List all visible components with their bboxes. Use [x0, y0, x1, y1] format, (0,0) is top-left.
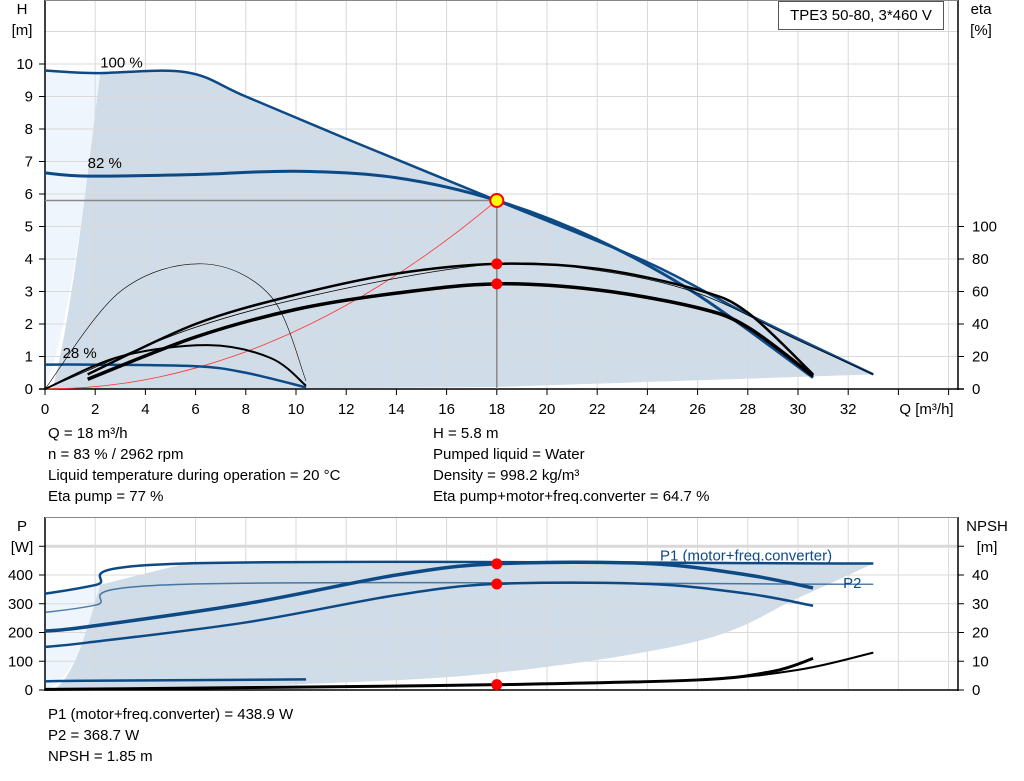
y-tick-label: 3 [25, 284, 33, 301]
speed-label: 28 % [63, 345, 97, 362]
npsh-axis-label: NPSH [966, 518, 1008, 535]
low-flow-region [45, 70, 101, 389]
npsh-max-curve [44, 651, 874, 691]
x-tick-label: 22 [589, 401, 606, 418]
duty-point-power [491, 558, 503, 570]
y-tick-label: 9 [25, 89, 33, 106]
y-tick-label: 4 [25, 251, 33, 268]
eta-pump-curve [87, 262, 814, 376]
operating-range-region-power [52, 563, 874, 690]
x-tick-label: 30 [790, 401, 807, 418]
p2-series-label: P2 [843, 575, 861, 592]
p-tick-label: 400 [8, 567, 33, 584]
pump-title-box: TPE3 50-80, 3*460 V [778, 1, 944, 30]
x-tick-label: 26 [689, 401, 706, 418]
p2-curve [44, 581, 814, 649]
speed-82-curve [44, 169, 814, 379]
npsh-tick-label: 30 [972, 596, 989, 613]
x-tick-label: 12 [338, 401, 355, 418]
p-axis-label: P [17, 518, 27, 535]
x-tick-label: 20 [539, 401, 556, 418]
duty-point-npsh [491, 679, 503, 691]
y-tick-label: 2 [25, 316, 33, 333]
x-tick-label: 24 [639, 401, 656, 418]
p-tick-label: 100 [8, 653, 33, 670]
x-tick-label: 32 [840, 401, 857, 418]
x-tick-label: 14 [388, 401, 405, 418]
speed-label: 82 % [88, 155, 122, 172]
npsh-axis-unit: [m] [977, 539, 998, 556]
duty-point-eta [491, 278, 503, 290]
info-eta-total: Eta pump+motor+freq.converter = 64.7 % [433, 488, 710, 505]
y2-tick-label: 80 [972, 251, 989, 268]
power-info: P1 (motor+freq.converter) = 438.9 W P2 =… [48, 704, 293, 767]
p1-max-curve [44, 560, 874, 595]
duty-point-head [489, 193, 505, 208]
operating-range-region [52, 70, 874, 389]
x-tick-label: 0 [41, 401, 49, 418]
y2-tick-label: 20 [972, 349, 989, 366]
info-liquid: Pumped liquid = Water [433, 446, 585, 463]
speed-28-curve [44, 363, 307, 389]
p-tick-label: 0 [25, 682, 33, 699]
y-tick-label: 8 [25, 121, 33, 138]
info-p2: P2 = 368.7 W [48, 727, 140, 744]
eta-28-curve [44, 344, 307, 390]
duty-point-power [491, 578, 503, 590]
duty-info-right: H = 5.8 m Pumped liquid = Water Density … [433, 423, 709, 507]
npsh-tick-label: 0 [972, 682, 980, 699]
info-density: Density = 998.2 kg/m³ [433, 467, 580, 484]
y2-tick-label: 0 [972, 381, 980, 398]
info-speed: n = 83 % / 2962 rpm [48, 446, 184, 463]
x-tick-label: 8 [242, 401, 250, 418]
y-tick-label: 5 [25, 219, 33, 236]
info-temperature: Liquid temperature during operation = 20… [48, 467, 341, 484]
speed-label: 100 % [100, 54, 143, 71]
info-flow: Q = 18 m³/h [48, 425, 128, 442]
x-tick-label: 28 [739, 401, 756, 418]
info-eta-pump: Eta pump = 77 % [48, 488, 164, 505]
y2-tick-label: 100 [972, 219, 997, 236]
x-tick-label: 18 [488, 401, 505, 418]
p-axis-unit: [W] [11, 539, 34, 556]
duty-point-eta [491, 258, 503, 270]
npsh-tick-label: 40 [972, 567, 989, 584]
eta-28-max-curve [44, 263, 307, 390]
y-tick-label: 1 [25, 349, 33, 366]
duty-info-left: Q = 18 m³/h n = 83 % / 2962 rpm Liquid t… [48, 423, 340, 507]
info-npsh: NPSH = 1.85 m [48, 748, 153, 765]
info-p1: P1 (motor+freq.converter) = 438.9 W [48, 706, 294, 723]
p-tick-label: 300 [8, 596, 33, 613]
info-head: H = 5.8 m [433, 425, 499, 442]
p1-curve [44, 560, 814, 633]
x-axis-label: Q [m³/h] [899, 401, 953, 418]
y2-axis-label: eta [971, 1, 993, 18]
p2-max-curve [44, 581, 874, 614]
x-tick-label: 4 [141, 401, 149, 418]
y-axis-label: H [17, 1, 28, 18]
y-tick-label: 10 [16, 56, 33, 73]
y-tick-label: 6 [25, 186, 33, 203]
y2-tick-label: 40 [972, 316, 989, 333]
y-axis-unit: [m] [12, 22, 33, 39]
max-speed-curve [44, 69, 874, 376]
npsh-tick-label: 10 [972, 653, 989, 670]
eta-max-curve [44, 262, 874, 390]
p1-28-curve [44, 678, 307, 683]
p-tick-label: 200 [8, 625, 33, 642]
y-tick-label: 7 [25, 154, 33, 171]
y-tick-label: 0 [25, 381, 33, 398]
p1-series-label: P1 (motor+freq.converter) [660, 548, 832, 565]
x-tick-label: 10 [288, 401, 305, 418]
x-tick-label: 2 [91, 401, 99, 418]
x-tick-label: 6 [191, 401, 199, 418]
npsh-tick-label: 20 [972, 625, 989, 642]
y2-tick-label: 60 [972, 284, 989, 301]
eta-total-curve [87, 282, 815, 381]
x-tick-label: 16 [438, 401, 455, 418]
y2-axis-unit: [%] [970, 22, 992, 39]
system-curve [44, 200, 498, 390]
